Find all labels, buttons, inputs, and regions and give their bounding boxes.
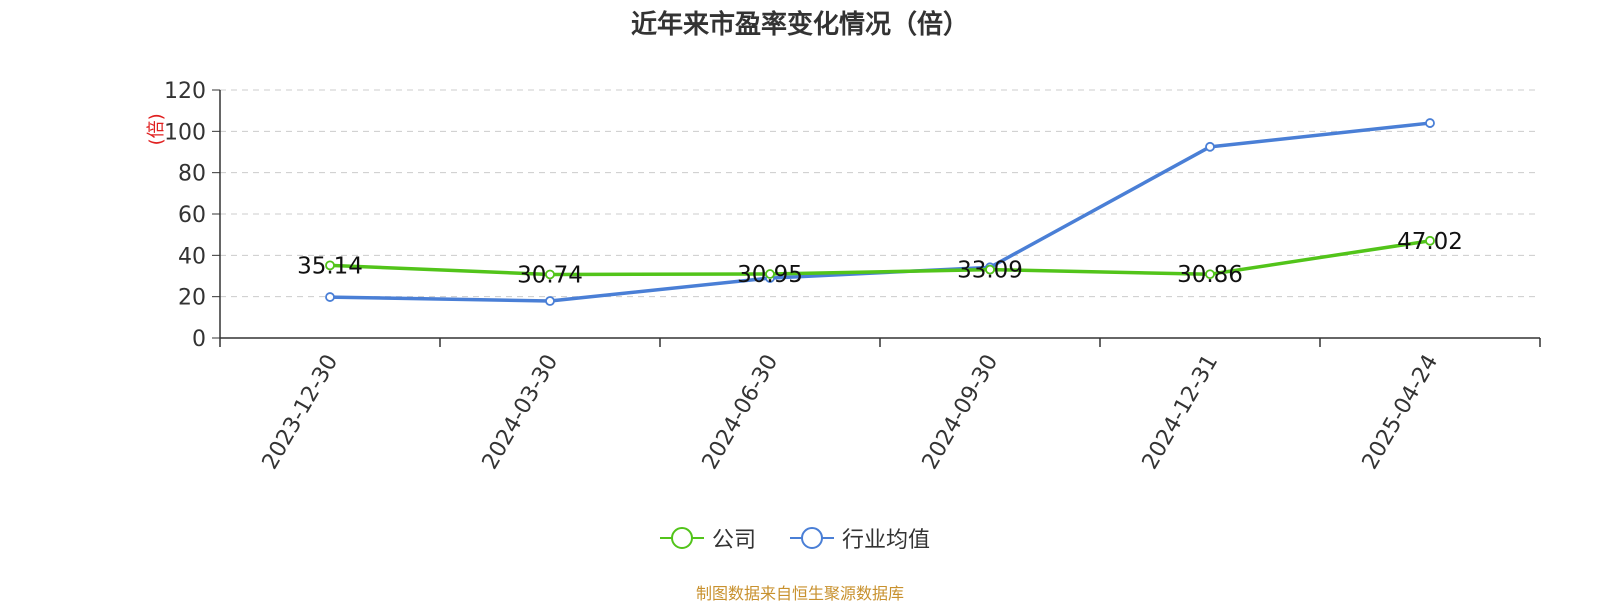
y-tick-label-120: 120 xyxy=(164,79,206,104)
data-point-industry-1 xyxy=(545,296,555,306)
y-tick-label-100: 100 xyxy=(164,120,206,145)
legend-item-industry[interactable]: 行业均值 xyxy=(790,522,930,554)
x-tick-label-0: 2023-12-30 xyxy=(258,351,344,474)
data-point-company-3 xyxy=(985,264,995,275)
data-label-company-4: 30.86 xyxy=(1177,262,1243,288)
y-tick-label-20: 20 xyxy=(178,286,206,311)
data-label-company-5: 47.02 xyxy=(1397,229,1463,255)
data-point-company-0 xyxy=(325,260,335,271)
x-tick-label-3: 2024-09-30 xyxy=(918,351,1004,474)
legend-industry-icon xyxy=(790,527,834,549)
data-label-company-0: 35.14 xyxy=(297,253,363,279)
data-point-industry-4 xyxy=(1205,141,1215,152)
x-tick-label-1: 2024-03-30 xyxy=(478,351,564,474)
y-axis-label: (倍) xyxy=(146,113,167,145)
chart-title: 近年来市盈率变化情况（倍） xyxy=(630,10,969,40)
series-line-industry xyxy=(329,121,1431,303)
source-note: 制图数据来自恒生聚源数据库 xyxy=(695,584,904,603)
y-tick-label-0: 0 xyxy=(192,327,206,352)
data-point-company-4 xyxy=(1205,269,1215,280)
y-tick-label-60: 60 xyxy=(178,203,206,228)
data-label-company-3: 33.09 xyxy=(957,258,1023,284)
data-label-company-1: 30.74 xyxy=(517,262,583,288)
data-point-industry-0 xyxy=(325,292,335,302)
data-point-company-1 xyxy=(545,269,555,280)
series-line-company xyxy=(329,239,1431,277)
data-point-company-2 xyxy=(765,269,775,279)
x-tick-label-5: 2025-04-24 xyxy=(1358,351,1444,474)
legend-label-company: 公司 xyxy=(712,528,757,553)
legend-item-company[interactable]: 公司 xyxy=(660,522,756,554)
data-label-company-2: 30.95 xyxy=(737,262,803,288)
y-tick-label-40: 40 xyxy=(178,244,206,269)
legend-label-industry: 行业均值 xyxy=(842,528,931,553)
x-tick-label-2: 2024-06-30 xyxy=(698,351,784,474)
legend-company-icon xyxy=(660,527,704,549)
x-tick-label-4: 2024-12-31 xyxy=(1138,351,1224,474)
data-point-company-5 xyxy=(1425,235,1435,246)
data-point-industry-5 xyxy=(1425,118,1435,128)
y-tick-label-80: 80 xyxy=(178,162,206,187)
